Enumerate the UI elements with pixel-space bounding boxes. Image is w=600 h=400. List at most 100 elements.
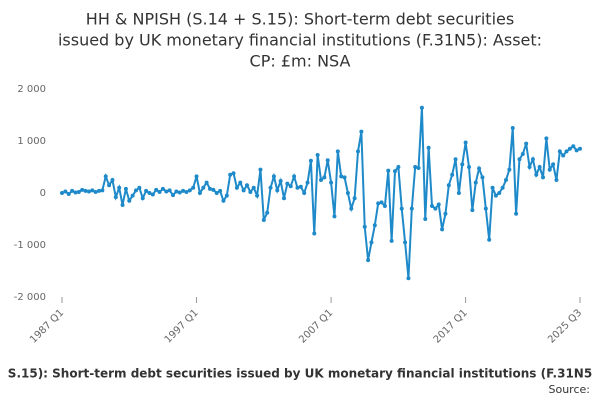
point bbox=[271, 174, 276, 179]
point bbox=[302, 191, 307, 195]
point bbox=[477, 166, 482, 171]
point bbox=[419, 105, 424, 110]
point bbox=[497, 191, 502, 195]
point bbox=[530, 157, 535, 162]
source: Source: bbox=[549, 383, 591, 396]
point bbox=[352, 196, 357, 201]
point bbox=[537, 165, 542, 169]
y-tick-label: 2 000 bbox=[17, 84, 46, 95]
point bbox=[278, 179, 283, 184]
point bbox=[547, 167, 552, 172]
point bbox=[557, 149, 562, 154]
point bbox=[335, 149, 340, 154]
point bbox=[527, 165, 532, 169]
point bbox=[490, 185, 495, 190]
point bbox=[137, 185, 142, 190]
point bbox=[342, 175, 347, 180]
point bbox=[433, 206, 438, 211]
point bbox=[285, 181, 290, 186]
point bbox=[214, 191, 219, 195]
y-tick-label: -2 000 bbox=[14, 292, 46, 303]
y-tick-label: -1 000 bbox=[14, 240, 46, 251]
y-tick-label: 1 000 bbox=[17, 136, 46, 147]
point bbox=[541, 175, 545, 180]
point bbox=[578, 146, 582, 151]
point bbox=[524, 141, 529, 146]
point bbox=[426, 145, 431, 150]
point bbox=[154, 187, 159, 192]
point bbox=[90, 188, 95, 193]
point bbox=[181, 188, 186, 193]
point bbox=[366, 258, 371, 263]
chart-title: HH & NPISH (S.14 + S.15): Short-term deb… bbox=[86, 10, 514, 29]
point bbox=[571, 144, 576, 149]
point bbox=[467, 165, 471, 169]
point bbox=[224, 193, 229, 198]
point bbox=[413, 165, 418, 169]
point bbox=[110, 178, 115, 182]
point bbox=[127, 198, 132, 203]
point bbox=[204, 180, 209, 185]
point bbox=[308, 158, 313, 163]
point bbox=[534, 172, 539, 177]
point bbox=[463, 140, 468, 145]
point bbox=[389, 238, 394, 243]
point bbox=[551, 162, 556, 167]
point bbox=[201, 185, 206, 190]
point bbox=[83, 188, 88, 193]
point bbox=[319, 178, 323, 182]
point bbox=[339, 174, 344, 179]
x-tick-label: 2017 Q1 bbox=[432, 307, 470, 345]
point bbox=[514, 211, 519, 216]
point bbox=[329, 180, 334, 185]
y-tick-label: 0 bbox=[40, 188, 46, 199]
point bbox=[60, 191, 64, 195]
point bbox=[460, 162, 465, 167]
point bbox=[376, 201, 381, 206]
point bbox=[140, 196, 145, 201]
point bbox=[362, 224, 367, 229]
point bbox=[325, 158, 330, 163]
point bbox=[322, 175, 327, 180]
point bbox=[275, 188, 280, 193]
point bbox=[520, 152, 525, 156]
point bbox=[144, 188, 149, 193]
point bbox=[574, 148, 579, 153]
point bbox=[332, 214, 337, 219]
point bbox=[544, 136, 549, 141]
chart-title: CP: £m: NSA bbox=[250, 52, 351, 71]
point bbox=[150, 192, 155, 197]
point bbox=[130, 193, 135, 198]
point bbox=[507, 167, 512, 172]
point bbox=[403, 240, 408, 245]
point bbox=[298, 184, 303, 189]
point bbox=[265, 210, 270, 215]
point bbox=[440, 227, 445, 232]
point bbox=[93, 189, 98, 194]
point bbox=[567, 146, 572, 151]
point bbox=[379, 200, 384, 205]
point bbox=[134, 188, 138, 193]
point bbox=[245, 183, 249, 188]
point bbox=[208, 186, 212, 191]
point bbox=[157, 189, 162, 194]
point bbox=[493, 193, 498, 198]
point bbox=[191, 185, 196, 190]
point bbox=[218, 188, 223, 193]
point bbox=[197, 191, 202, 195]
x-tick-label: 1987 Q1 bbox=[28, 307, 66, 345]
point bbox=[76, 189, 81, 194]
point bbox=[103, 174, 108, 179]
point bbox=[97, 188, 101, 193]
point bbox=[113, 195, 118, 200]
point bbox=[164, 189, 169, 194]
point bbox=[470, 208, 475, 213]
legend-label: S.15): Short-term debt securities issued… bbox=[8, 367, 592, 381]
point bbox=[282, 196, 286, 201]
point bbox=[517, 157, 522, 162]
point bbox=[100, 188, 105, 193]
point bbox=[123, 186, 128, 191]
point bbox=[382, 204, 387, 208]
